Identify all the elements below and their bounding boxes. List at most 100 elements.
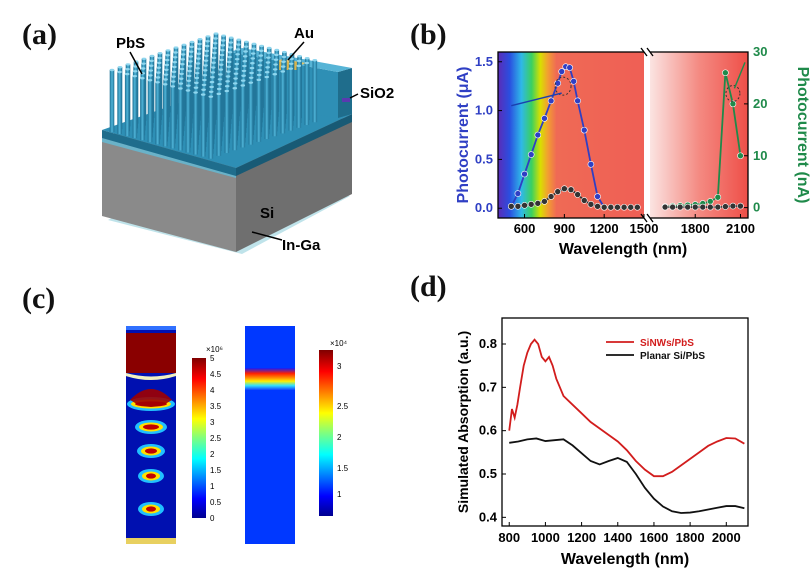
legend-label: SiNWs/PbS	[640, 338, 694, 349]
y-tick-right: 30	[753, 44, 767, 59]
nanowire	[216, 93, 222, 156]
si-right	[236, 120, 352, 252]
data-point	[580, 126, 588, 134]
colorbar-1-tick: 1.5	[210, 466, 222, 475]
y-tick: 0.8	[479, 336, 497, 351]
x-axis-label: Wavelength (nm)	[561, 551, 689, 568]
data-point	[676, 203, 684, 211]
nanowire	[280, 71, 286, 134]
x-tick: 2000	[712, 530, 741, 545]
nanowire	[312, 60, 318, 123]
device-schematic: PbS Au SiO2 Si In-Ga	[102, 25, 394, 254]
nanowire	[193, 92, 198, 155]
data-point	[521, 170, 528, 178]
nanowire	[200, 94, 206, 157]
data-point	[614, 203, 621, 211]
nanowire-array	[109, 32, 318, 159]
x-tick: 600	[514, 221, 536, 236]
colorbar-1-exponent: ×10⁶	[206, 345, 223, 354]
colorbar-1-tick: 0	[210, 514, 215, 523]
nanowire	[256, 79, 262, 142]
x-tick: 800	[498, 530, 520, 545]
nanowire	[224, 91, 230, 154]
data-point	[527, 151, 535, 158]
data-point	[521, 202, 528, 209]
field-simulation: ×10⁶ 5 4.5 4 3.5 3 2.5 2 1.5 1 0.5 0 ×10⁴ 3 2.5 2 1.5…	[126, 326, 349, 544]
colorbar-2-tick: 2	[337, 433, 342, 442]
data-point	[574, 191, 581, 198]
colorbar-1-tick: 2	[210, 450, 215, 459]
y-tick-left: 0.5	[475, 151, 493, 166]
data-point	[600, 203, 608, 211]
annotation-circle	[554, 76, 572, 96]
data-point	[527, 201, 535, 208]
data-point	[541, 198, 548, 205]
colorbar-1-tick: 3.5	[210, 402, 222, 411]
nanowire	[185, 90, 191, 153]
chart-absorption: 0.4 0.5 0.6 0.7 0.8 800 1000 1200 1400 1600 1800 20…	[455, 317, 749, 568]
x-tick: 1000	[531, 530, 560, 545]
data-point	[669, 203, 676, 211]
x-tick: 1600	[639, 530, 668, 545]
nanowire	[162, 84, 168, 147]
y-tick-left: 1.5	[475, 54, 493, 69]
data-point	[567, 186, 575, 193]
data-point	[699, 203, 707, 211]
data-point	[580, 197, 588, 204]
series-line-1	[509, 437, 745, 514]
colorbar-1-tick: 3	[210, 418, 215, 427]
data-point	[661, 203, 669, 211]
data-point	[514, 190, 522, 197]
colorbar-2-tick: 1.5	[337, 464, 349, 473]
data-point	[729, 202, 737, 210]
colorbar-1-tick: 5	[210, 354, 215, 363]
colorbar-1-tick: 4	[210, 386, 215, 395]
x-tick: 2100	[726, 221, 755, 236]
data-point	[587, 160, 595, 168]
x-tick: 1200	[590, 221, 619, 236]
data-point	[714, 203, 722, 211]
spectrum-background-right	[650, 52, 748, 218]
nanowire	[147, 80, 153, 143]
nanowire	[288, 68, 294, 131]
y-tick: 0.6	[479, 423, 497, 438]
label-sio2: SiO2	[360, 85, 394, 102]
nanowire	[272, 74, 278, 137]
nanowire	[132, 76, 138, 139]
y-axis-label: Simulated Absorption (a.u.)	[455, 331, 471, 513]
data-point	[594, 193, 601, 200]
annotation-circle	[725, 85, 741, 102]
colorbar-2-tick: 3	[337, 362, 342, 371]
data-point	[574, 97, 581, 105]
nanowire	[264, 77, 270, 140]
data-point	[534, 131, 542, 139]
x-tick: 1400	[603, 530, 632, 545]
chart-photocurrent: 0.0 0.5 1.0 1.5 0 10 20 30 600 900 1200 1500 1800 210…	[455, 44, 810, 258]
data-point	[566, 64, 573, 71]
nanowire	[155, 82, 160, 145]
y-tick: 0.5	[479, 466, 497, 481]
x-tick: 1800	[676, 530, 705, 545]
panel-label-d: (d)	[410, 270, 447, 303]
y-tick-left: 0.0	[475, 200, 493, 215]
panel-label-a: (a)	[22, 18, 57, 51]
y-axis-label-left: Photocurrent (μA)	[455, 67, 472, 204]
legend-label: Planar Si/PbS	[640, 351, 705, 362]
data-point	[707, 198, 714, 205]
nanowire	[248, 82, 254, 145]
label-pbs: PbS	[116, 35, 145, 52]
panel-label-c: (c)	[22, 282, 56, 315]
data-point	[547, 97, 555, 105]
x-tick: 1200	[567, 530, 596, 545]
data-point	[594, 202, 601, 210]
data-point	[714, 193, 722, 201]
colorbar-1-tick: 0.5	[210, 498, 222, 507]
data-point	[634, 203, 641, 211]
colorbar-2-exponent: ×10⁴	[330, 339, 348, 348]
data-point	[722, 203, 729, 210]
data-point	[507, 202, 515, 210]
label-inga: In-Ga	[282, 237, 321, 254]
x-tick: 1800	[681, 221, 710, 236]
data-point	[737, 202, 744, 210]
nanowire	[208, 96, 214, 159]
